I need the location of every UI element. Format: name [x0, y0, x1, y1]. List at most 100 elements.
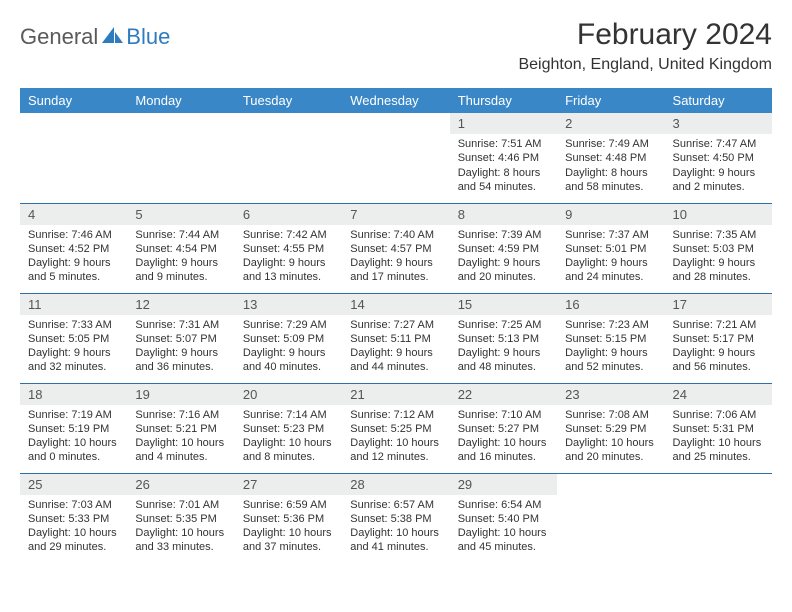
calendar-cell: 12Sunrise: 7:31 AMSunset: 5:07 PMDayligh… — [127, 293, 234, 383]
day-details: Sunrise: 7:21 AMSunset: 5:17 PMDaylight:… — [665, 315, 772, 381]
day-number: 29 — [450, 474, 557, 495]
calendar-cell: 3Sunrise: 7:47 AMSunset: 4:50 PMDaylight… — [665, 113, 772, 203]
day-number: 1 — [450, 113, 557, 134]
calendar-table: SundayMondayTuesdayWednesdayThursdayFrid… — [20, 88, 772, 563]
calendar-cell — [127, 113, 234, 203]
day-number: 20 — [235, 384, 342, 405]
calendar-cell: 27Sunrise: 6:59 AMSunset: 5:36 PMDayligh… — [235, 473, 342, 563]
day-details: Sunrise: 7:39 AMSunset: 4:59 PMDaylight:… — [450, 225, 557, 291]
day-number: 19 — [127, 384, 234, 405]
day-details: Sunrise: 7:27 AMSunset: 5:11 PMDaylight:… — [342, 315, 449, 381]
calendar-cell: 2Sunrise: 7:49 AMSunset: 4:48 PMDaylight… — [557, 113, 664, 203]
day-details: Sunrise: 7:03 AMSunset: 5:33 PMDaylight:… — [20, 495, 127, 561]
logo-text-general: General — [20, 24, 98, 50]
day-number: 11 — [20, 294, 127, 315]
calendar-row: 1Sunrise: 7:51 AMSunset: 4:46 PMDaylight… — [20, 113, 772, 203]
day-details: Sunrise: 7:51 AMSunset: 4:46 PMDaylight:… — [450, 134, 557, 200]
day-details: Sunrise: 7:40 AMSunset: 4:57 PMDaylight:… — [342, 225, 449, 291]
day-number: 18 — [20, 384, 127, 405]
calendar-cell — [20, 113, 127, 203]
day-details: Sunrise: 7:25 AMSunset: 5:13 PMDaylight:… — [450, 315, 557, 381]
day-details: Sunrise: 7:14 AMSunset: 5:23 PMDaylight:… — [235, 405, 342, 471]
day-details: Sunrise: 7:31 AMSunset: 5:07 PMDaylight:… — [127, 315, 234, 381]
weekday-header-row: SundayMondayTuesdayWednesdayThursdayFrid… — [20, 88, 772, 113]
calendar-cell: 6Sunrise: 7:42 AMSunset: 4:55 PMDaylight… — [235, 203, 342, 293]
day-number: 6 — [235, 204, 342, 225]
day-details: Sunrise: 7:46 AMSunset: 4:52 PMDaylight:… — [20, 225, 127, 291]
day-number: 26 — [127, 474, 234, 495]
day-number: 3 — [665, 113, 772, 134]
location-text: Beighton, England, United Kingdom — [518, 56, 772, 74]
weekday-header: Wednesday — [342, 88, 449, 113]
day-details: Sunrise: 6:54 AMSunset: 5:40 PMDaylight:… — [450, 495, 557, 561]
day-details: Sunrise: 7:10 AMSunset: 5:27 PMDaylight:… — [450, 405, 557, 471]
day-number: 22 — [450, 384, 557, 405]
day-details: Sunrise: 7:08 AMSunset: 5:29 PMDaylight:… — [557, 405, 664, 471]
day-details: Sunrise: 6:59 AMSunset: 5:36 PMDaylight:… — [235, 495, 342, 561]
calendar-cell: 26Sunrise: 7:01 AMSunset: 5:35 PMDayligh… — [127, 473, 234, 563]
calendar-cell — [342, 113, 449, 203]
calendar-cell: 19Sunrise: 7:16 AMSunset: 5:21 PMDayligh… — [127, 383, 234, 473]
weekday-header: Tuesday — [235, 88, 342, 113]
calendar-cell: 29Sunrise: 6:54 AMSunset: 5:40 PMDayligh… — [450, 473, 557, 563]
calendar-row: 4Sunrise: 7:46 AMSunset: 4:52 PMDaylight… — [20, 203, 772, 293]
logo-text-blue: Blue — [126, 24, 170, 50]
calendar-cell: 11Sunrise: 7:33 AMSunset: 5:05 PMDayligh… — [20, 293, 127, 383]
day-number: 28 — [342, 474, 449, 495]
calendar-row: 18Sunrise: 7:19 AMSunset: 5:19 PMDayligh… — [20, 383, 772, 473]
calendar-cell: 23Sunrise: 7:08 AMSunset: 5:29 PMDayligh… — [557, 383, 664, 473]
day-details: Sunrise: 6:57 AMSunset: 5:38 PMDaylight:… — [342, 495, 449, 561]
day-number: 7 — [342, 204, 449, 225]
day-details: Sunrise: 7:16 AMSunset: 5:21 PMDaylight:… — [127, 405, 234, 471]
calendar-cell: 28Sunrise: 6:57 AMSunset: 5:38 PMDayligh… — [342, 473, 449, 563]
day-details: Sunrise: 7:19 AMSunset: 5:19 PMDaylight:… — [20, 405, 127, 471]
calendar-cell: 8Sunrise: 7:39 AMSunset: 4:59 PMDaylight… — [450, 203, 557, 293]
calendar-cell: 4Sunrise: 7:46 AMSunset: 4:52 PMDaylight… — [20, 203, 127, 293]
day-number: 23 — [557, 384, 664, 405]
day-number: 2 — [557, 113, 664, 134]
day-details: Sunrise: 7:33 AMSunset: 5:05 PMDaylight:… — [20, 315, 127, 381]
day-number: 24 — [665, 384, 772, 405]
calendar-cell: 13Sunrise: 7:29 AMSunset: 5:09 PMDayligh… — [235, 293, 342, 383]
calendar-row: 25Sunrise: 7:03 AMSunset: 5:33 PMDayligh… — [20, 473, 772, 563]
day-number: 10 — [665, 204, 772, 225]
header: General Blue February 2024 Beighton, Eng… — [20, 18, 772, 74]
weekday-header: Monday — [127, 88, 234, 113]
day-details: Sunrise: 7:12 AMSunset: 5:25 PMDaylight:… — [342, 405, 449, 471]
weekday-header: Thursday — [450, 88, 557, 113]
weekday-header: Saturday — [665, 88, 772, 113]
calendar-cell — [665, 473, 772, 563]
page-title: February 2024 — [518, 18, 772, 52]
day-number: 9 — [557, 204, 664, 225]
calendar-cell — [557, 473, 664, 563]
calendar-cell: 21Sunrise: 7:12 AMSunset: 5:25 PMDayligh… — [342, 383, 449, 473]
day-details: Sunrise: 7:01 AMSunset: 5:35 PMDaylight:… — [127, 495, 234, 561]
day-number: 5 — [127, 204, 234, 225]
calendar-cell: 14Sunrise: 7:27 AMSunset: 5:11 PMDayligh… — [342, 293, 449, 383]
calendar-cell: 17Sunrise: 7:21 AMSunset: 5:17 PMDayligh… — [665, 293, 772, 383]
calendar-cell: 20Sunrise: 7:14 AMSunset: 5:23 PMDayligh… — [235, 383, 342, 473]
day-number: 14 — [342, 294, 449, 315]
day-number: 15 — [450, 294, 557, 315]
calendar-row: 11Sunrise: 7:33 AMSunset: 5:05 PMDayligh… — [20, 293, 772, 383]
day-details: Sunrise: 7:35 AMSunset: 5:03 PMDaylight:… — [665, 225, 772, 291]
calendar-cell: 24Sunrise: 7:06 AMSunset: 5:31 PMDayligh… — [665, 383, 772, 473]
logo: General Blue — [20, 18, 170, 50]
weekday-header: Friday — [557, 88, 664, 113]
calendar-cell: 22Sunrise: 7:10 AMSunset: 5:27 PMDayligh… — [450, 383, 557, 473]
day-number: 27 — [235, 474, 342, 495]
calendar-cell: 18Sunrise: 7:19 AMSunset: 5:19 PMDayligh… — [20, 383, 127, 473]
calendar-cell: 10Sunrise: 7:35 AMSunset: 5:03 PMDayligh… — [665, 203, 772, 293]
day-details: Sunrise: 7:23 AMSunset: 5:15 PMDaylight:… — [557, 315, 664, 381]
day-number: 4 — [20, 204, 127, 225]
calendar-cell: 1Sunrise: 7:51 AMSunset: 4:46 PMDaylight… — [450, 113, 557, 203]
calendar-cell: 5Sunrise: 7:44 AMSunset: 4:54 PMDaylight… — [127, 203, 234, 293]
calendar-cell: 16Sunrise: 7:23 AMSunset: 5:15 PMDayligh… — [557, 293, 664, 383]
day-details: Sunrise: 7:49 AMSunset: 4:48 PMDaylight:… — [557, 134, 664, 200]
day-number: 21 — [342, 384, 449, 405]
day-details: Sunrise: 7:29 AMSunset: 5:09 PMDaylight:… — [235, 315, 342, 381]
day-details: Sunrise: 7:47 AMSunset: 4:50 PMDaylight:… — [665, 134, 772, 200]
logo-sail-icon — [102, 25, 124, 50]
day-details: Sunrise: 7:37 AMSunset: 5:01 PMDaylight:… — [557, 225, 664, 291]
day-number: 25 — [20, 474, 127, 495]
